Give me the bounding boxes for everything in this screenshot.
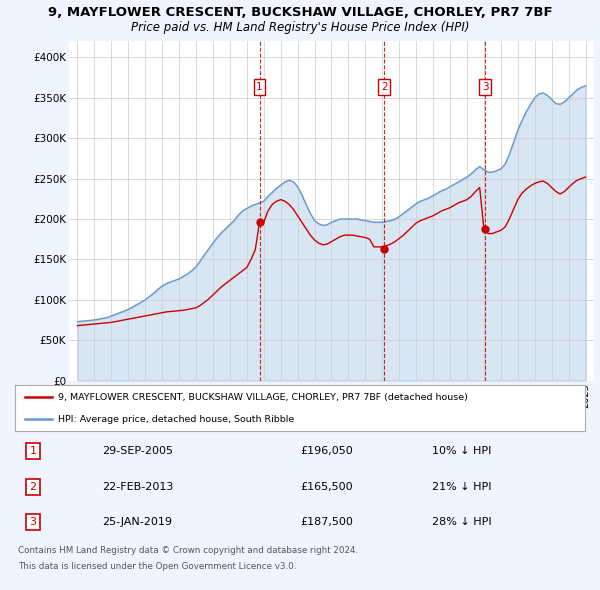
Text: 9, MAYFLOWER CRESCENT, BUCKSHAW VILLAGE, CHORLEY, PR7 7BF: 9, MAYFLOWER CRESCENT, BUCKSHAW VILLAGE,… — [47, 6, 553, 19]
Text: 21% ↓ HPI: 21% ↓ HPI — [432, 482, 491, 491]
Text: £187,500: £187,500 — [300, 517, 353, 527]
Text: 3: 3 — [482, 82, 488, 92]
Text: 9, MAYFLOWER CRESCENT, BUCKSHAW VILLAGE, CHORLEY, PR7 7BF (detached house): 9, MAYFLOWER CRESCENT, BUCKSHAW VILLAGE,… — [58, 392, 467, 402]
Text: 3: 3 — [29, 517, 37, 527]
Text: 28% ↓ HPI: 28% ↓ HPI — [432, 517, 491, 527]
Text: 10% ↓ HPI: 10% ↓ HPI — [432, 447, 491, 456]
Text: Price paid vs. HM Land Registry's House Price Index (HPI): Price paid vs. HM Land Registry's House … — [131, 21, 469, 34]
Text: HPI: Average price, detached house, South Ribble: HPI: Average price, detached house, Sout… — [58, 415, 294, 424]
Text: 22-FEB-2013: 22-FEB-2013 — [102, 482, 173, 491]
Text: 25-JAN-2019: 25-JAN-2019 — [102, 517, 172, 527]
Text: £165,500: £165,500 — [300, 482, 353, 491]
Text: 2: 2 — [29, 482, 37, 491]
Text: Contains HM Land Registry data © Crown copyright and database right 2024.: Contains HM Land Registry data © Crown c… — [18, 546, 358, 555]
Text: 29-SEP-2005: 29-SEP-2005 — [102, 447, 173, 456]
Text: 2: 2 — [381, 82, 388, 92]
Text: 1: 1 — [256, 82, 263, 92]
Text: £196,050: £196,050 — [300, 447, 353, 456]
Text: 1: 1 — [29, 447, 37, 456]
Text: This data is licensed under the Open Government Licence v3.0.: This data is licensed under the Open Gov… — [18, 562, 296, 571]
